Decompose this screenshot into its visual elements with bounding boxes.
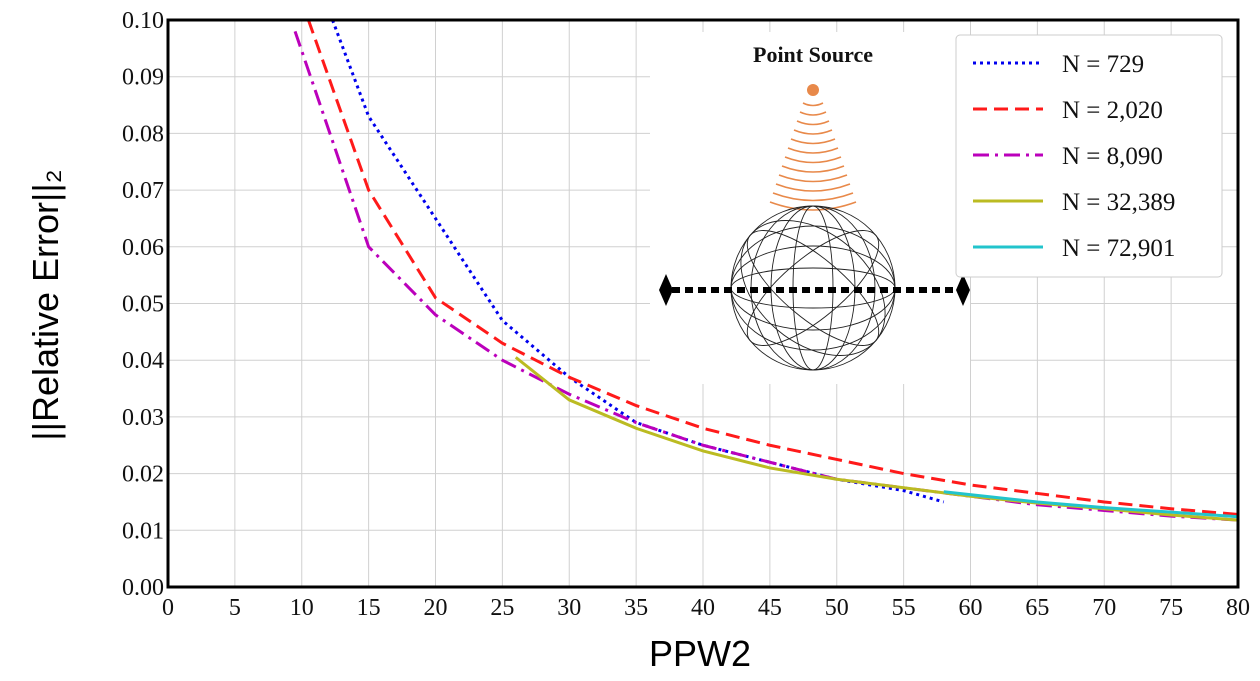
legend-label: N = 729 xyxy=(1062,51,1144,78)
x-tick-label: 55 xyxy=(892,595,916,621)
waves xyxy=(769,102,857,211)
x-tick-label: 70 xyxy=(1092,595,1116,621)
x-axis-label: PPW2 xyxy=(649,633,751,674)
y-tick-label: 0.02 xyxy=(122,462,164,488)
legend-box xyxy=(955,34,1223,278)
x-tick-label: 65 xyxy=(1025,595,1049,621)
y-tick-label: 0.03 xyxy=(122,405,164,431)
x-tick-label: 0 xyxy=(162,595,174,621)
x-tick-label: 75 xyxy=(1159,595,1183,621)
x-tick-label: 40 xyxy=(691,595,715,621)
x-tick-label: 20 xyxy=(424,595,448,621)
x-tick-label: 15 xyxy=(357,595,381,621)
y-tick-label: 0.08 xyxy=(122,121,164,147)
diamond xyxy=(659,274,673,306)
x-tick-label: 25 xyxy=(490,595,514,621)
y-tick-label: 0.06 xyxy=(122,235,164,261)
y-tick-label: 0.00 xyxy=(122,575,164,601)
y-tick-label: 0.09 xyxy=(122,65,164,91)
legend-label: N = 32,389 xyxy=(1062,189,1175,216)
inset-background xyxy=(650,32,970,384)
y-tick-label: 0.07 xyxy=(122,178,164,204)
lines xyxy=(293,19,1239,522)
legend: N = 729 N = 2,020 N = 8,090 N = 32,389 N = 7… xyxy=(955,34,1223,278)
y-tick-label: 0.05 xyxy=(122,292,164,318)
x-tick-label: 80 xyxy=(1226,595,1250,621)
x-tick-label: 50 xyxy=(825,595,849,621)
y-tick-label: 0.04 xyxy=(122,348,164,374)
legend-label: N = 72,901 xyxy=(1062,235,1175,262)
legend-label: N = 8,090 xyxy=(1062,143,1163,170)
x-tick-label: 60 xyxy=(959,595,983,621)
diamond xyxy=(956,274,970,306)
x-tick-label: 5 xyxy=(229,595,241,621)
annotation: Point Source xyxy=(753,42,873,67)
y-tick-label: 0.01 xyxy=(122,518,164,544)
series-line xyxy=(293,30,1239,522)
y-axis-label: ||Relative Error||₂ xyxy=(25,169,66,440)
x-tick-label: 35 xyxy=(624,595,648,621)
y-tick-label: 0.10 xyxy=(122,8,164,34)
inset: Point Source xyxy=(650,32,970,384)
x-tick-label: 10 xyxy=(290,595,314,621)
plot-frame xyxy=(166,18,1240,589)
x-tick-label: 30 xyxy=(557,595,581,621)
series-line xyxy=(943,490,1239,519)
series-line xyxy=(331,19,945,504)
source-dot xyxy=(807,84,819,96)
legend-label: N = 2,020 xyxy=(1062,97,1163,124)
series-line xyxy=(307,19,1239,516)
x-tick-label: 45 xyxy=(758,595,782,621)
